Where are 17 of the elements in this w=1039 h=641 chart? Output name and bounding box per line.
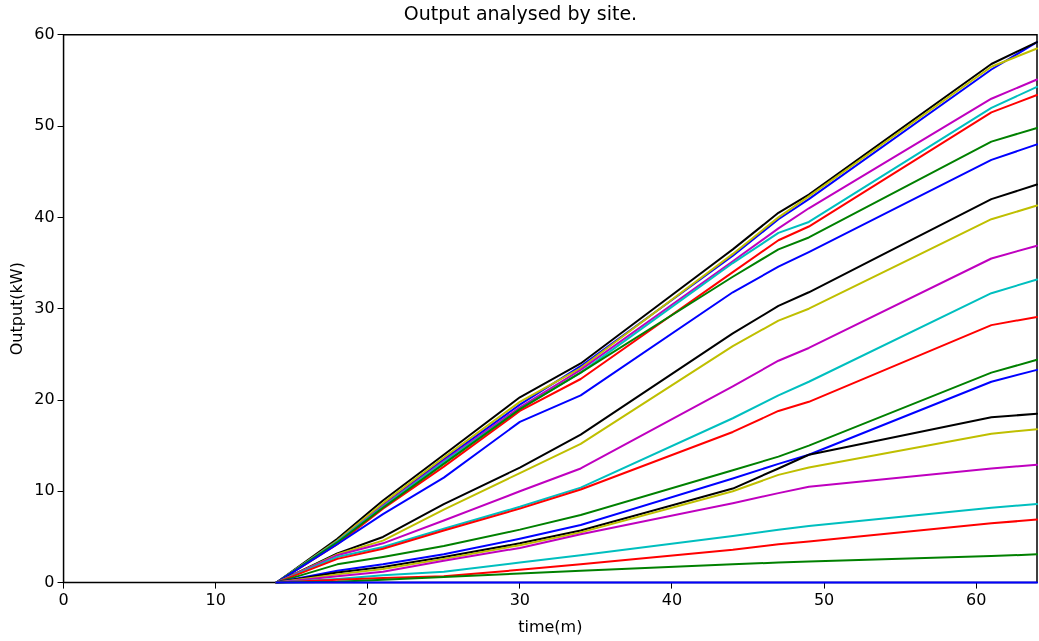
x-tick-label: 60: [965, 590, 987, 610]
y-tick-label: 50: [34, 115, 55, 135]
y-axis-title: Output(kW): [6, 262, 26, 356]
x-tick-label: 0: [58, 590, 69, 610]
y-tick-label: 0: [44, 571, 55, 591]
y-tick-label: 30: [34, 297, 55, 317]
y-tick-label: 40: [34, 206, 55, 226]
x-tick-label: 10: [205, 590, 226, 610]
x-tick-label: 50: [813, 590, 835, 610]
x-tick-label: 30: [509, 590, 531, 610]
y-tick-label: 20: [34, 389, 55, 409]
chart-title: Output analysed by site.: [403, 2, 638, 25]
x-tick-label: 20: [357, 590, 378, 610]
y-tick-label: 60: [34, 23, 55, 43]
x-axis-title: time(m): [518, 616, 583, 636]
x-tick-label: 40: [661, 590, 683, 610]
y-tick-label: 10: [34, 480, 55, 500]
